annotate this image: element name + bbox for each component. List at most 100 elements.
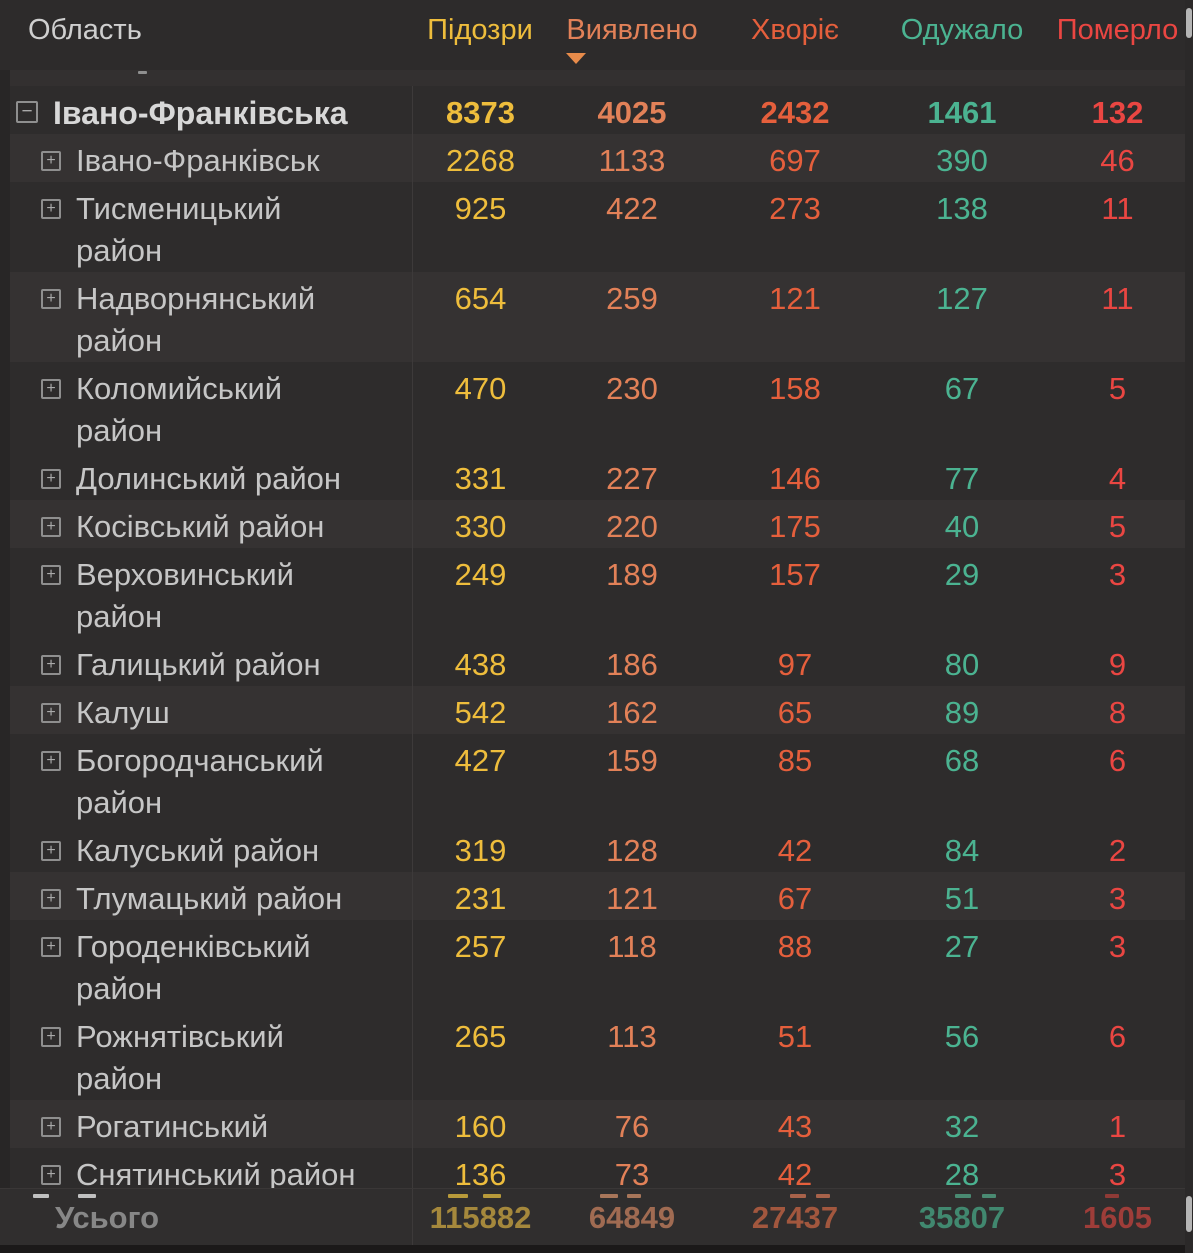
column-header-sick[interactable]: Хворіє bbox=[751, 14, 839, 46]
expand-toggle-icon[interactable]: + bbox=[41, 937, 61, 957]
table-row[interactable]: + Коломийський район 470 230 158 67 5 bbox=[10, 362, 1185, 452]
region-name: Долинський район bbox=[76, 461, 342, 496]
cell-died: 5 bbox=[1108, 371, 1127, 406]
clipped-row-artifact bbox=[1105, 1194, 1119, 1198]
expand-toggle-icon[interactable]: + bbox=[41, 565, 61, 585]
expand-toggle-icon[interactable]: + bbox=[41, 841, 61, 861]
table-row[interactable]: + Калуський район 319 128 42 84 2 bbox=[10, 824, 1185, 872]
column-header-died[interactable]: Померло bbox=[1056, 14, 1179, 46]
table-row[interactable]: − Івано-Франківська 8373 4025 2432 1461 … bbox=[10, 86, 1185, 134]
cell-detected: 113 bbox=[607, 1019, 657, 1054]
column-header-region[interactable]: Область bbox=[28, 14, 142, 46]
cell-died: 3 bbox=[1108, 881, 1127, 916]
cell-recovered: 32 bbox=[944, 1109, 980, 1144]
scrollbar-track[interactable] bbox=[1185, 0, 1193, 1253]
cell-recovered: 67 bbox=[944, 371, 980, 406]
region-name: Тлумацький район bbox=[76, 881, 343, 916]
cell-recovered: 390 bbox=[936, 143, 988, 178]
table-row[interactable]: + Рогатинський 160 76 43 32 1 bbox=[10, 1100, 1185, 1148]
clipped-row-artifact bbox=[33, 1194, 49, 1198]
scrollbar-thumb[interactable] bbox=[1186, 8, 1192, 38]
table-row[interactable]: + Галицький район 438 186 97 80 9 bbox=[10, 638, 1185, 686]
cell-died: 9 bbox=[1108, 647, 1127, 682]
expand-toggle-icon[interactable]: + bbox=[41, 703, 61, 723]
cell-recovered: 56 bbox=[944, 1019, 980, 1054]
cell-recovered: 77 bbox=[944, 461, 980, 496]
cell-recovered: 51 bbox=[944, 881, 980, 916]
cell-suspicions: 249 bbox=[412, 548, 548, 638]
table-row[interactable]: + Косівський район 330 220 175 40 5 bbox=[10, 500, 1185, 548]
cell-detected: 259 bbox=[606, 281, 658, 316]
cell-suspicions: 542 bbox=[412, 686, 548, 734]
cell-suspicions: 654 bbox=[412, 272, 548, 362]
bottom-edge bbox=[0, 1245, 1193, 1253]
cell-detected: 159 bbox=[606, 743, 658, 778]
sort-arrow-icon bbox=[566, 53, 586, 64]
cell-suspicions: 331 bbox=[412, 452, 548, 500]
table-row[interactable]: + Долинський район 331 227 146 77 4 bbox=[10, 452, 1185, 500]
cell-suspicions: 8373 bbox=[412, 86, 548, 134]
cell-detected: 220 bbox=[606, 509, 658, 544]
clipped-row-artifact bbox=[78, 1194, 96, 1198]
expand-toggle-icon[interactable]: + bbox=[41, 889, 61, 909]
expand-toggle-icon[interactable]: + bbox=[41, 379, 61, 399]
table-row[interactable]: + Богородчанський район 427 159 85 68 6 bbox=[10, 734, 1185, 824]
cell-detected: 128 bbox=[606, 833, 658, 868]
cell-sick: 88 bbox=[777, 929, 813, 964]
cell-detected: 1133 bbox=[598, 143, 666, 178]
table-row[interactable]: + Верховинський район 249 189 157 29 3 bbox=[10, 548, 1185, 638]
cell-recovered: 28 bbox=[944, 1157, 980, 1192]
cell-sick: 273 bbox=[769, 191, 821, 226]
expand-toggle-icon[interactable]: + bbox=[41, 1027, 61, 1047]
expand-toggle-icon[interactable]: + bbox=[41, 751, 61, 771]
expand-toggle-icon[interactable]: + bbox=[41, 517, 61, 537]
table-row[interactable]: + Тисменицький район 925 422 273 138 11 bbox=[10, 182, 1185, 272]
region-name: Калуш bbox=[76, 695, 170, 730]
cell-detected: 121 bbox=[606, 881, 658, 916]
cell-suspicions: 257 bbox=[412, 920, 548, 1010]
table-row[interactable]: + Івано-Франківськ 2268 1133 697 390 46 bbox=[10, 134, 1185, 182]
column-header-recovered[interactable]: Одужало bbox=[900, 14, 1024, 46]
expand-toggle-icon[interactable]: + bbox=[41, 469, 61, 489]
cell-suspicions: 427 bbox=[412, 734, 548, 824]
table-row[interactable]: + Тлумацький район 231 121 67 51 3 bbox=[10, 872, 1185, 920]
region-name: Снятинський район bbox=[76, 1157, 356, 1192]
cell-sick: 97 bbox=[777, 647, 813, 682]
clipped-row-artifact bbox=[627, 1194, 641, 1198]
table-row[interactable]: + Рожнятівський район 265 113 51 56 6 bbox=[10, 1010, 1185, 1100]
cell-sick: 697 bbox=[769, 143, 821, 178]
total-recovered: 35807 bbox=[918, 1200, 1006, 1235]
totals-row: Усього 115882 64849 27437 35807 1605 bbox=[0, 1189, 1185, 1245]
cell-died: 4 bbox=[1108, 461, 1127, 496]
cell-suspicions: 330 bbox=[412, 500, 548, 548]
table-row[interactable]: + Надворнянський район 654 259 121 127 1… bbox=[10, 272, 1185, 362]
cell-sick: 2432 bbox=[760, 95, 830, 130]
table-row[interactable]: + Снятинський район 136 73 42 28 3 bbox=[10, 1148, 1185, 1196]
expand-toggle-icon[interactable]: + bbox=[41, 1117, 61, 1137]
clipped-row-artifact bbox=[138, 71, 147, 74]
region-name: Рогатинський bbox=[76, 1109, 269, 1144]
cell-died: 5 bbox=[1108, 509, 1127, 544]
region-name: Коломийський район bbox=[76, 371, 283, 448]
region-name: Тисменицький район bbox=[76, 191, 282, 268]
cell-detected: 76 bbox=[614, 1109, 650, 1144]
expand-toggle-icon[interactable]: + bbox=[41, 151, 61, 171]
column-header-detected[interactable]: Виявлено bbox=[566, 14, 698, 46]
column-header-suspicions[interactable]: Підозри bbox=[427, 14, 533, 46]
table-row[interactable]: + Городенківський район 257 118 88 27 3 bbox=[10, 920, 1185, 1010]
clipped-row-artifact bbox=[982, 1194, 996, 1198]
cell-suspicions: 438 bbox=[412, 638, 548, 686]
cell-died: 8 bbox=[1108, 695, 1127, 730]
scrollbar-thumb[interactable] bbox=[1186, 1196, 1192, 1232]
cell-suspicions: 231 bbox=[412, 872, 548, 920]
expand-toggle-icon[interactable]: − bbox=[16, 101, 38, 123]
expand-toggle-icon[interactable]: + bbox=[41, 1165, 61, 1185]
expand-toggle-icon[interactable]: + bbox=[41, 655, 61, 675]
table-row[interactable]: + Калуш 542 162 65 89 8 bbox=[10, 686, 1185, 734]
expand-toggle-icon[interactable]: + bbox=[41, 289, 61, 309]
cell-suspicions: 470 bbox=[412, 362, 548, 452]
expand-toggle-icon[interactable]: + bbox=[41, 199, 61, 219]
clipped-row-artifact bbox=[600, 1194, 618, 1198]
total-suspicions: 115882 bbox=[412, 1189, 548, 1245]
